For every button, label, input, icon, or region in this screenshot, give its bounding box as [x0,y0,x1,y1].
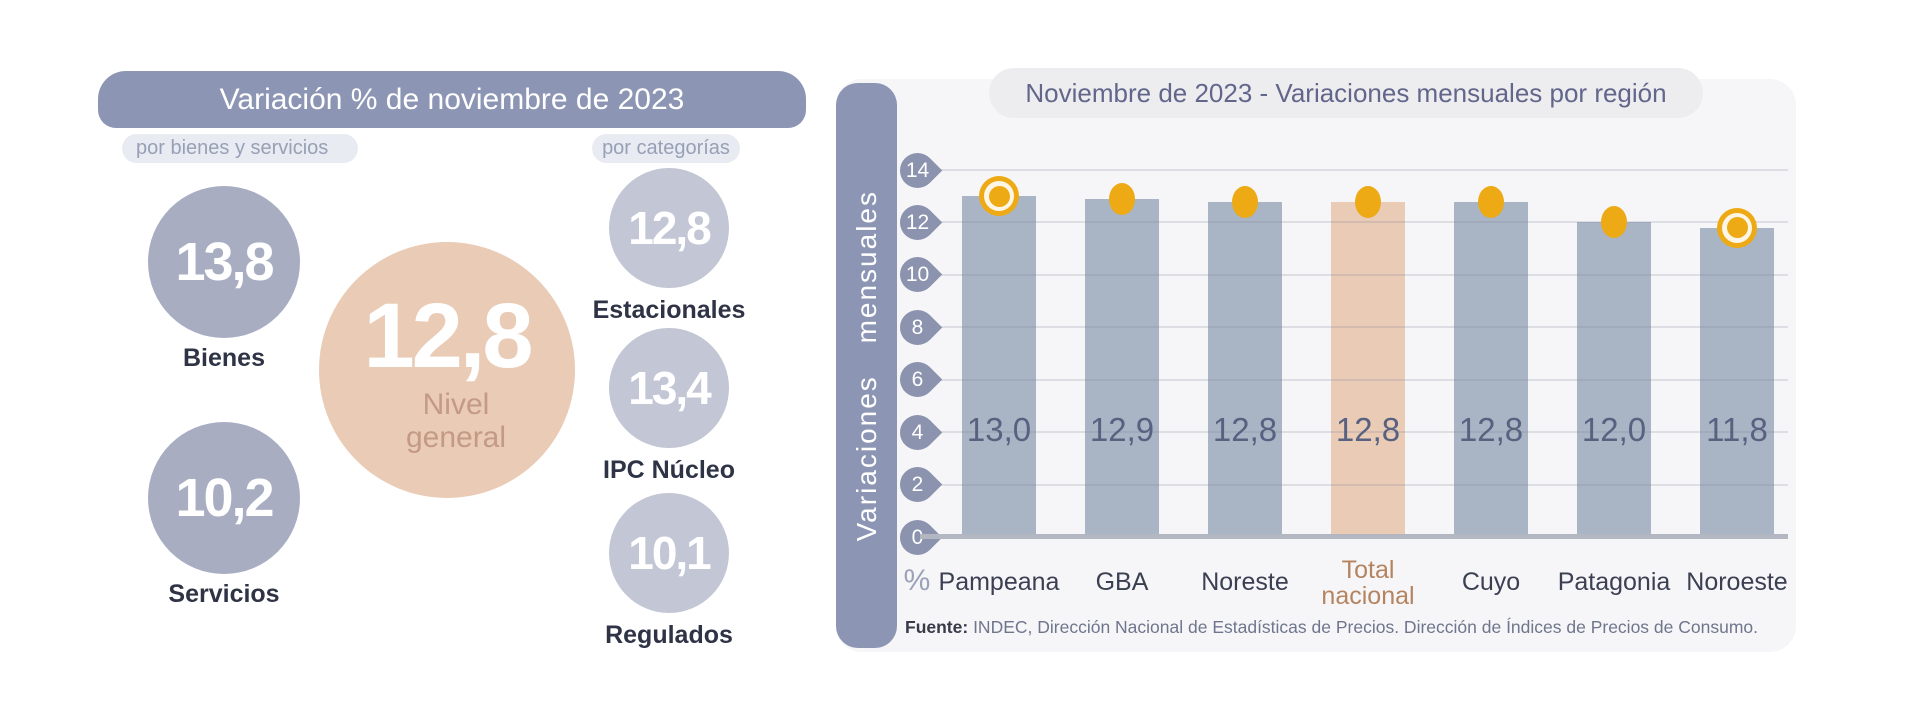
y-tick-label: 6 [911,367,923,391]
servicios-circle: 10,2 [148,422,300,574]
chart-title-pill: Noviembre de 2023 - Variaciones mensuale… [989,68,1703,118]
region-label: Noreste [1201,568,1289,596]
bar-pampeana [962,196,1036,535]
y-axis-title-bar: Variaciones mensuales [836,83,897,648]
nivel-general-label: Nivel general [405,388,507,454]
gridline-2 [941,483,1788,486]
y-tick-label: 10 [905,262,929,286]
bar-value-label: 12,9 [1089,411,1155,448]
bar-noroeste [1700,227,1774,535]
y-tick-8: 8 [892,302,942,353]
marker-patagonia [1601,206,1627,239]
estacionales-label: Estacionales [592,296,746,324]
gridline-10 [941,273,1788,276]
servicios-value: 10,2 [175,468,274,528]
bar-noreste [1208,201,1282,535]
y-tick-label: 8 [911,315,923,339]
gridline-4 [941,431,1788,434]
bar-value-label: 12,8 [1335,411,1401,448]
dot [1109,182,1135,215]
regulados-circle: 10,1 [609,493,729,613]
gridline-8 [941,326,1788,329]
y-tick-label: 4 [911,420,923,444]
y-tick-6: 6 [892,354,942,405]
region-label: Pampeana [938,568,1060,596]
y-tick-label: 2 [911,472,923,496]
bar-value-label: 11,8 [1706,411,1768,448]
bienes-label: Bienes [183,344,265,372]
gridline-14 [941,169,1788,172]
y-tick-label: 12 [905,210,929,234]
y-tick-label: 14 [905,158,929,182]
nivel-general-circle: 12,8 Nivel general [319,242,575,498]
bar-value-label: 12,8 [1212,411,1278,448]
ipc-nucleo-value: 13,4 [628,362,712,414]
bar-patagonia [1577,222,1651,535]
x-axis-baseline [920,534,1788,539]
region-label: Cuyo [1461,568,1521,596]
bienes-circle: 13,8 [148,186,300,338]
chart-title: Noviembre de 2023 - Variaciones mensuale… [1025,78,1667,108]
bar-total-nacional [1331,201,1405,535]
y-tick-4: 4 [892,407,942,457]
region-label: Total nacional [1321,556,1415,610]
dot [1232,185,1258,218]
marker-pampeana [979,176,1019,217]
dot [1601,206,1627,239]
y-tick-12: 12 [892,197,942,248]
ipc-nucleo-label: IPC Núcleo [603,456,735,484]
left-panel-title: Variación % de noviembre de 2023 [219,83,685,116]
source-note: Fuente: INDEC, Dirección Nacional de Est… [905,617,1759,637]
regulados-value: 10,1 [628,527,712,579]
bar-value-label: 12,8 [1458,411,1524,448]
marker-total-nacional [1355,185,1381,218]
x-axis-unit: % [903,564,931,597]
gridline-6 [941,378,1788,381]
bar-gba [1085,198,1159,535]
gridline-12 [941,221,1788,224]
marker-noreste [1232,185,1258,218]
regulados-label: Regulados [605,621,733,649]
bar-cuyo [1454,201,1528,535]
nivel-general-value: 12,8 [363,285,533,387]
marker-cuyo [1478,185,1504,218]
y-tick-2: 2 [892,459,942,510]
tag-categorias: por categorías [592,134,740,163]
dot [1355,185,1381,218]
ringed-dot [979,176,1019,217]
region-label: GBA [1095,568,1149,596]
y-tick-10: 10 [892,250,942,300]
marker-gba [1109,182,1135,215]
tag-bienes-servicios: por bienes y servicios [122,134,358,163]
ipc-nucleo-circle: 13,4 [609,328,729,448]
region-label: Patagonia [1557,568,1671,596]
dot [1478,185,1504,218]
region-label: Noroeste [1686,568,1788,596]
source-label: Fuente: [905,617,969,637]
ringed-dot [1717,207,1757,248]
left-panel-header: Variación % de noviembre de 2023 [98,71,806,128]
estacionales-value: 12,8 [628,202,712,254]
servicios-label: Servicios [168,580,280,608]
bar-value-label: 12,0 [1581,411,1647,448]
y-tick-14: 14 [892,145,942,195]
estacionales-circle: 12,8 [609,168,729,288]
bar-value-label: 13,0 [966,411,1032,448]
bienes-value: 13,8 [175,232,274,292]
marker-noroeste [1717,207,1757,248]
